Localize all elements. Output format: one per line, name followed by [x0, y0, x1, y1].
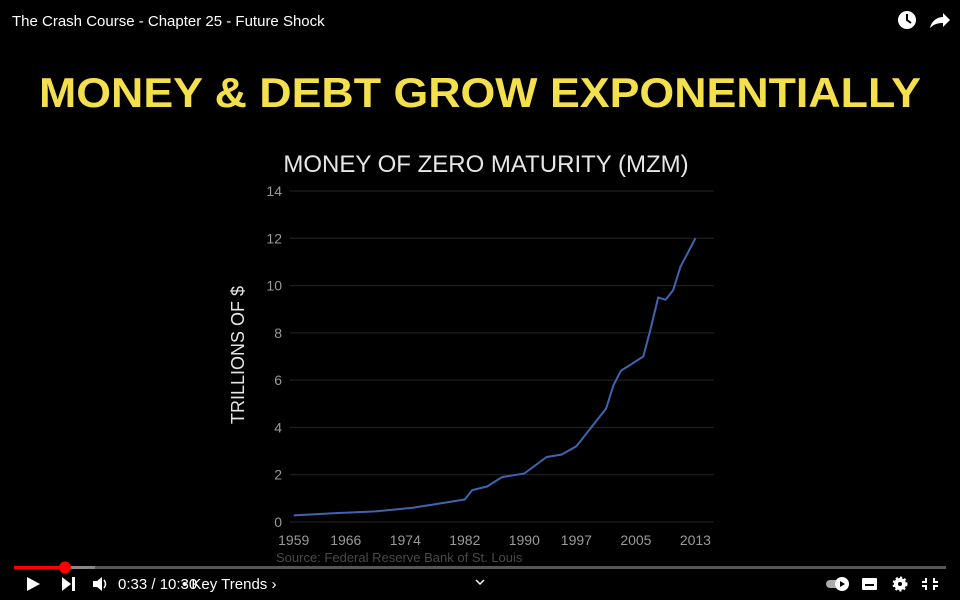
captions-button[interactable] [862, 578, 877, 590]
time-display: 0:33 / 10:30 [118, 576, 197, 593]
y-axis-label: TRILLIONS OF $ [228, 286, 248, 424]
x-tick-label: 1990 [509, 532, 540, 548]
video-title[interactable]: The Crash Course - Chapter 25 - Future S… [12, 13, 325, 30]
y-tick-label: 8 [274, 325, 282, 341]
chapter-title[interactable]: • Key Trends › [182, 576, 276, 593]
autoplay-toggle[interactable] [826, 577, 849, 591]
expand-chevron[interactable] [475, 579, 485, 586]
exit-fullscreen-button[interactable] [922, 578, 938, 590]
y-tick-label: 12 [266, 230, 282, 246]
source-note: Source: Federal Reserve Bank of St. Loui… [276, 550, 523, 565]
y-tick-label: 10 [266, 278, 282, 294]
share-icon[interactable] [930, 13, 950, 28]
x-tick-label: 1974 [390, 532, 421, 548]
y-tick-label: 0 [274, 514, 282, 530]
progress-bar[interactable] [14, 561, 946, 574]
next-button[interactable] [62, 577, 75, 591]
x-tick-label: 1959 [278, 532, 309, 548]
y-tick-label: 6 [274, 372, 282, 388]
x-tick-label: 1997 [561, 532, 592, 548]
y-tick-label: 14 [266, 183, 282, 199]
play-button[interactable] [27, 577, 40, 591]
x-tick-label: 2013 [680, 532, 711, 548]
data-line [293, 237, 697, 517]
y-tick-label: 2 [274, 467, 282, 483]
plot: 0 2 4 6 8 10 12 14 1959 1966 1974 1982 1990 1997 2005 2… [266, 183, 714, 548]
volume-button[interactable] [93, 577, 107, 591]
settings-button[interactable] [892, 576, 908, 592]
chart-title: MONEY OF ZERO MATURITY (MZM) [283, 151, 688, 178]
x-tick-label: 1966 [330, 532, 361, 548]
y-tick-label: 4 [274, 419, 282, 435]
x-tick-label: 1982 [449, 532, 480, 548]
x-tick-label: 2005 [620, 532, 651, 548]
watch-later-icon[interactable] [898, 11, 916, 29]
slide-heading: MONEY & DEBT GROW EXPONENTIALLY [39, 69, 921, 116]
